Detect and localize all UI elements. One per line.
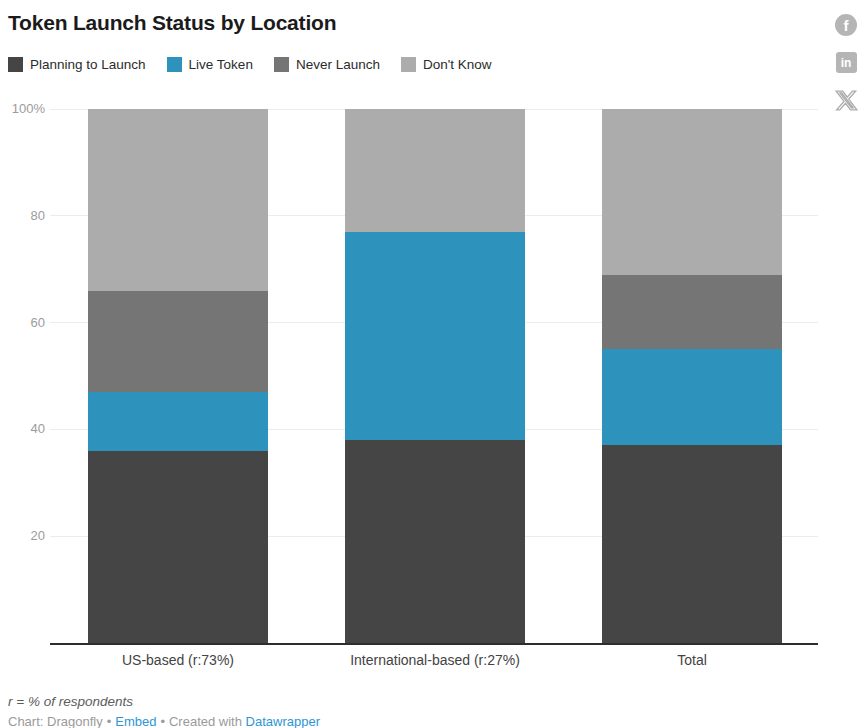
bar-segment-planning-to-launch: [602, 445, 782, 643]
credit-separator: •: [160, 714, 165, 728]
bar-segment-live-token: [345, 232, 525, 440]
y-tick-label: 40: [0, 420, 45, 438]
linkedin-glyph: in: [841, 56, 852, 70]
y-tick-label: 20: [0, 527, 45, 545]
legend-label: Never Launch: [296, 57, 380, 72]
y-tick-label: 100%: [0, 100, 45, 118]
bar-segment-never-launch: [88, 291, 268, 392]
credit-line: Chart: Dragonfly•Embed•Created with Data…: [8, 714, 320, 728]
bar-segment-don-t-know: [88, 109, 268, 291]
x-category-label: International-based (r:27%): [305, 652, 565, 668]
legend-item-live-token: Live Token: [167, 57, 253, 72]
legend-swatch: [167, 57, 182, 72]
y-tick-label: 60: [0, 314, 45, 332]
legend-label: Live Token: [189, 57, 253, 72]
credit-chart-source: Chart: Dragonfly: [8, 714, 103, 728]
bar-column: [345, 109, 525, 643]
chart-legend: Planning to Launch Live Token Never Launch…: [8, 57, 492, 72]
facebook-share-icon[interactable]: f: [835, 14, 857, 36]
social-share-bar: f in: [834, 14, 858, 112]
legend-item-planning-to-launch: Planning to Launch: [8, 57, 146, 72]
x-twitter-share-icon[interactable]: [835, 89, 858, 112]
legend-swatch: [274, 57, 289, 72]
legend-swatch: [8, 57, 23, 72]
bar-segment-never-launch: [602, 275, 782, 350]
x-category-label: US-based (r:73%): [48, 652, 308, 668]
bar-segment-live-token: [602, 349, 782, 445]
credit-created-with: Created with: [169, 714, 242, 728]
facebook-glyph: f: [844, 16, 849, 36]
linkedin-share-icon[interactable]: in: [836, 52, 857, 73]
legend-label: Planning to Launch: [30, 57, 146, 72]
page-title: Token Launch Status by Location: [8, 11, 748, 35]
chart-page: Token Launch Status by Location f in Pla…: [0, 0, 867, 728]
x-axis-line: [50, 643, 818, 645]
y-tick-label: 80: [0, 207, 45, 225]
credit-separator: •: [107, 714, 112, 728]
legend-swatch: [401, 57, 416, 72]
bar-segment-don-t-know: [602, 109, 782, 275]
bar-column: [88, 109, 268, 643]
legend-item-don-t-know: Don't Know: [401, 57, 492, 72]
legend-item-never-launch: Never Launch: [274, 57, 380, 72]
bar-column: [602, 109, 782, 643]
bar-segment-live-token: [88, 392, 268, 451]
bar-segment-planning-to-launch: [88, 451, 268, 643]
bar-segment-don-t-know: [345, 109, 525, 232]
embed-link[interactable]: Embed: [115, 714, 156, 728]
bar-segment-planning-to-launch: [345, 440, 525, 643]
datawrapper-link[interactable]: Datawrapper: [246, 714, 320, 728]
footnote: r = % of respondents: [8, 694, 133, 709]
legend-label: Don't Know: [423, 57, 492, 72]
x-category-label: Total: [562, 652, 822, 668]
